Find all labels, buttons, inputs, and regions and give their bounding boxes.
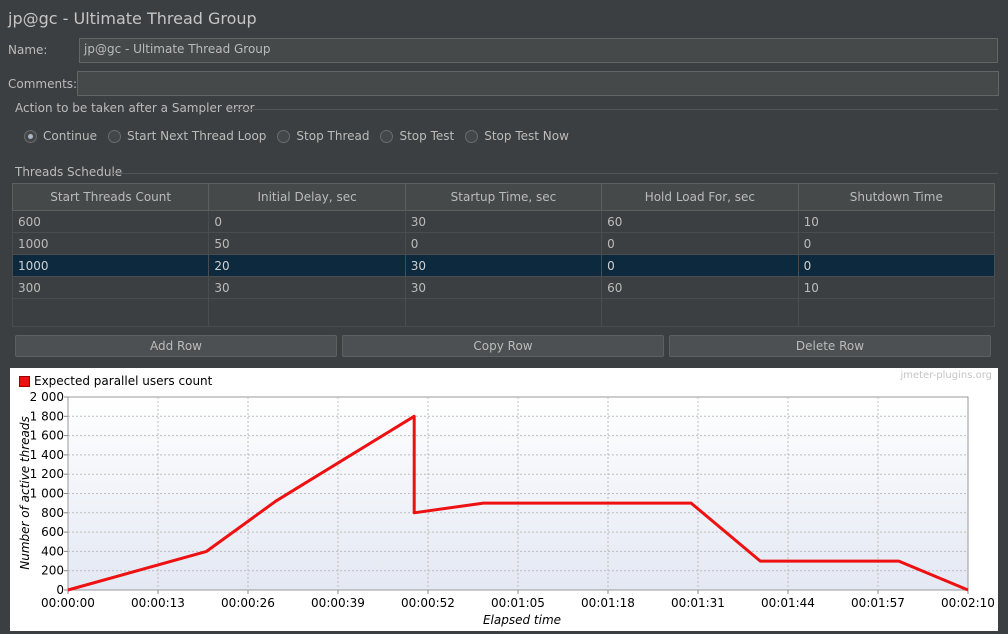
sampler-error-section-title: Action to be taken after a Sampler error xyxy=(15,101,255,115)
table-cell[interactable]: 30 xyxy=(404,254,603,277)
radio-label: Continue xyxy=(43,129,97,143)
x-tick-label: 00:00:39 xyxy=(311,596,365,610)
window-title: jp@gc - Ultimate Thread Group xyxy=(8,9,257,28)
table-cell[interactable]: 0 xyxy=(797,232,996,255)
y-tick-label: 600 xyxy=(41,525,64,539)
table-cell[interactable]: 20 xyxy=(208,254,406,277)
x-tick-label: 00:01:57 xyxy=(851,596,905,610)
table-cell xyxy=(404,298,603,327)
name-label: Name: xyxy=(8,43,48,57)
table-cell[interactable]: 600 xyxy=(11,210,210,233)
radio-stop-test[interactable]: Stop Test xyxy=(380,129,454,143)
table-cell[interactable]: 300 xyxy=(11,276,210,299)
y-tick-label: 1 000 xyxy=(30,487,64,501)
table-cell[interactable]: 1000 xyxy=(11,232,210,255)
radio-icon xyxy=(277,129,291,143)
column-header[interactable]: Shutdown Time xyxy=(797,183,996,211)
table-row[interactable]: 300 30 30 60 10 xyxy=(11,276,996,299)
radio-label: Start Next Thread Loop xyxy=(126,129,267,143)
expected-users-chart: Expected parallel users count jmeter-plu… xyxy=(10,368,998,631)
column-header[interactable]: Start Threads Count xyxy=(11,183,210,211)
table-cell xyxy=(797,298,996,327)
y-tick-label: 1 200 xyxy=(30,467,64,481)
table-row-selected[interactable]: 1000 20 30 0 0 xyxy=(11,254,996,277)
table-cell[interactable]: 0 xyxy=(208,210,406,233)
table-cell[interactable]: 30 xyxy=(404,276,603,299)
radio-stop-test-now[interactable]: Stop Test Now xyxy=(465,129,569,143)
y-tick-label: 0 xyxy=(56,583,64,597)
table-cell xyxy=(208,298,406,327)
table-cell[interactable]: 1000 xyxy=(11,254,210,277)
radio-start-next-thread-loop[interactable]: Start Next Thread Loop xyxy=(107,129,267,143)
chart-legend: Expected parallel users count xyxy=(19,374,212,388)
table-cell[interactable]: 10 xyxy=(797,276,996,299)
chart-svg: 0 200 400 600 800 1 000 1 200 1 400 1 600 1 800 2 … xyxy=(18,390,995,627)
x-tick-label: 00:01:31 xyxy=(671,596,725,610)
x-tick-label: 00:00:13 xyxy=(131,596,185,610)
table-cell xyxy=(601,298,799,327)
y-tick-label: 1 400 xyxy=(30,448,64,462)
x-tick-label: 00:02:10 xyxy=(941,596,995,610)
table-row[interactable]: 600 0 30 60 10 xyxy=(11,210,996,233)
y-axis-label: Number of active threads xyxy=(18,416,32,570)
table-cell[interactable]: 0 xyxy=(404,232,603,255)
legend-label: Expected parallel users count xyxy=(34,374,213,388)
x-tick-label: 00:01:44 xyxy=(761,596,815,610)
radio-icon xyxy=(465,129,479,143)
table-empty-row xyxy=(11,298,996,327)
name-field[interactable]: jp@gc - Ultimate Thread Group xyxy=(79,38,998,63)
radio-continue[interactable]: Continue xyxy=(24,129,97,143)
table-cell[interactable]: 0 xyxy=(797,254,996,277)
radio-icon xyxy=(380,129,394,143)
radio-label: Stop Test Now xyxy=(484,129,569,143)
radio-selected-icon xyxy=(24,129,37,143)
table-cell[interactable]: 60 xyxy=(601,276,799,299)
table-row[interactable]: 1000 50 0 0 0 xyxy=(11,232,996,255)
copy-row-button[interactable]: Copy Row xyxy=(342,335,664,357)
legend-swatch-icon xyxy=(19,375,30,387)
y-tick-label: 200 xyxy=(41,564,64,578)
threads-schedule-table: Start Threads Count Initial Delay, sec S… xyxy=(11,183,996,327)
radio-label: Stop Thread xyxy=(296,129,370,143)
y-tick-label: 400 xyxy=(41,544,64,558)
table-cell[interactable]: 10 xyxy=(797,210,996,233)
y-tick-label: 2 000 xyxy=(30,390,64,404)
table-cell[interactable]: 30 xyxy=(208,276,406,299)
table-cell[interactable]: 50 xyxy=(208,232,406,255)
column-header[interactable]: Initial Delay, sec xyxy=(208,183,406,211)
radio-stop-thread[interactable]: Stop Thread xyxy=(277,129,369,143)
column-header[interactable]: Hold Load For, sec xyxy=(601,183,799,211)
x-axis-label: Elapsed time xyxy=(483,613,561,627)
series-line xyxy=(67,414,969,592)
radio-icon xyxy=(107,129,121,143)
y-tick-label: 1 800 xyxy=(30,409,64,423)
sampler-error-options: Continue Start Next Thread Loop Stop Thr… xyxy=(24,129,580,143)
section-divider xyxy=(113,173,998,174)
x-tick-label: 00:00:26 xyxy=(221,596,275,610)
y-tick-label: 1 600 xyxy=(30,429,64,443)
y-tick-label: 800 xyxy=(41,506,64,520)
table-cell xyxy=(11,298,210,327)
table-cell[interactable]: 0 xyxy=(601,232,799,255)
comments-label: Comments: xyxy=(8,77,78,91)
table-cell[interactable]: 60 xyxy=(601,210,799,233)
table-cell[interactable]: 0 xyxy=(601,254,799,277)
section-divider xyxy=(228,109,998,110)
delete-row-button[interactable]: Delete Row xyxy=(669,335,991,357)
comments-field[interactable] xyxy=(77,71,999,96)
radio-label: Stop Test xyxy=(399,129,455,143)
table-cell[interactable]: 30 xyxy=(404,210,603,233)
table-header-row: Start Threads Count Initial Delay, sec S… xyxy=(11,183,996,211)
threads-schedule-section-title: Threads Schedule xyxy=(15,165,123,179)
add-row-button[interactable]: Add Row xyxy=(15,335,337,357)
x-tick-label: 00:00:52 xyxy=(401,596,455,610)
x-tick-label: 00:01:18 xyxy=(581,596,635,610)
x-tick-label: 00:01:05 xyxy=(491,596,545,610)
x-tick-label: 00:00:00 xyxy=(41,596,95,610)
chart-watermark: jmeter-plugins.org xyxy=(900,370,992,381)
column-header[interactable]: Startup Time, sec xyxy=(404,183,603,211)
